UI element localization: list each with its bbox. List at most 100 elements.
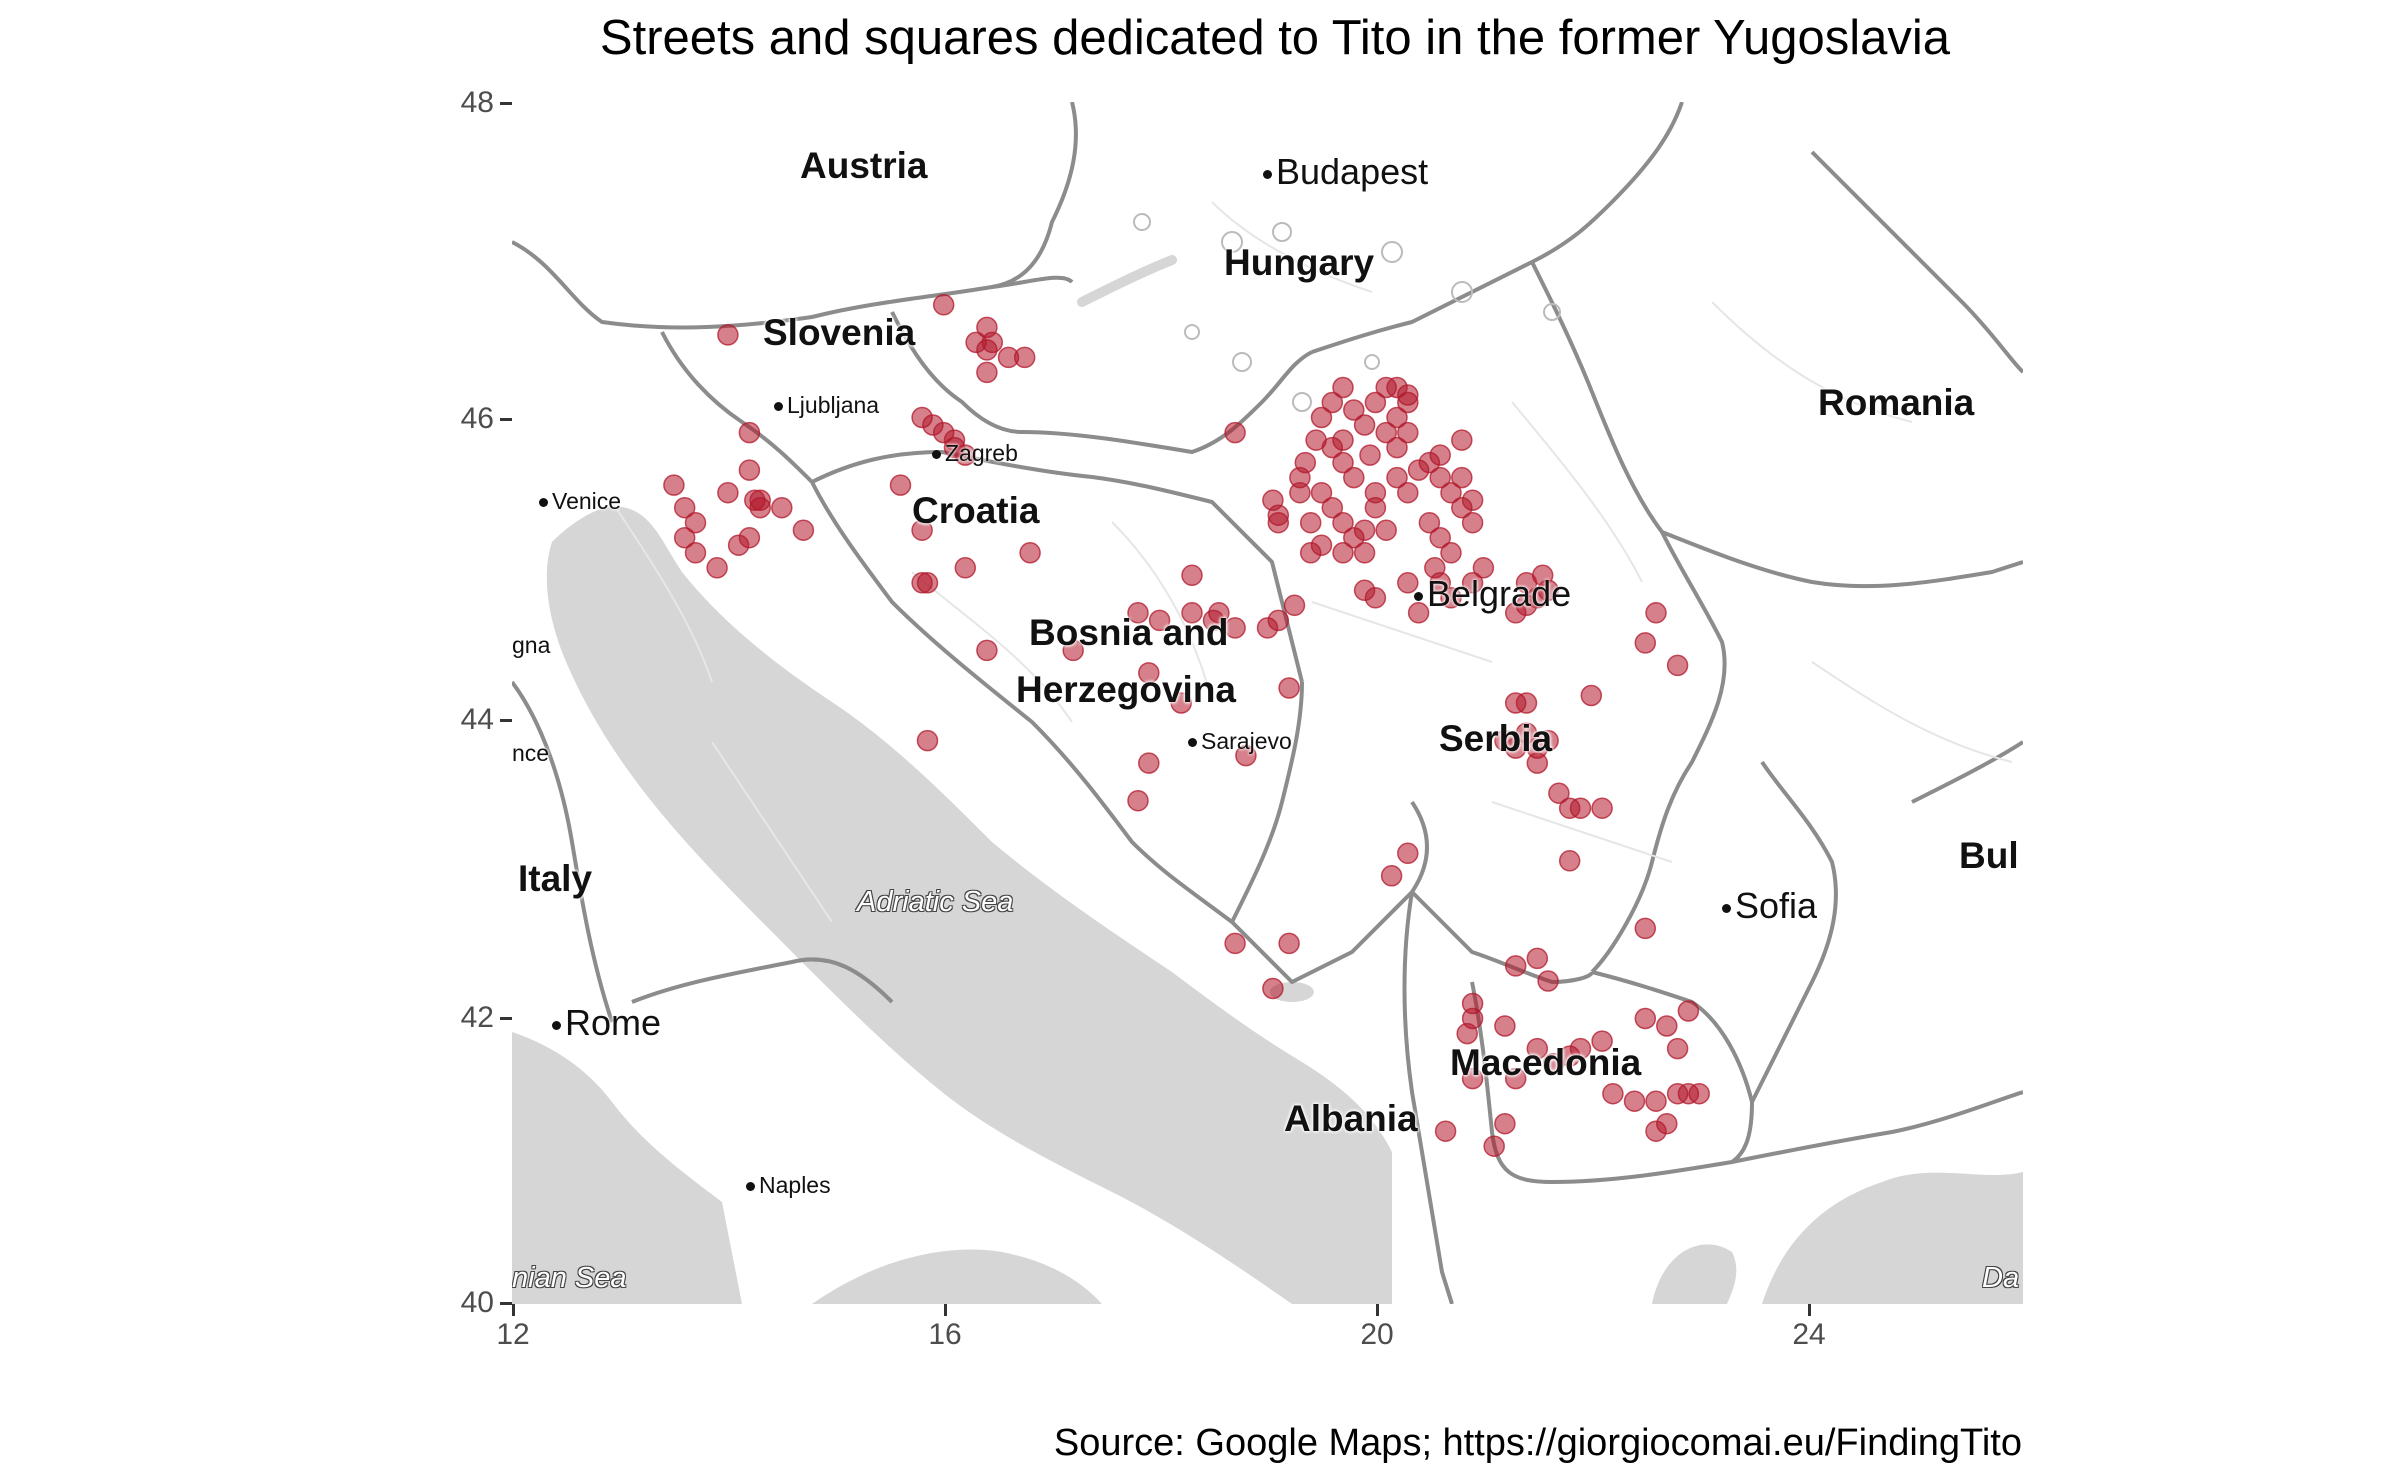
tito-point — [1666, 1037, 1689, 1060]
tito-point — [663, 474, 685, 496]
label-bosnia-line2: Herzegovina — [1016, 669, 1237, 710]
tito-point — [911, 519, 933, 541]
tito-point — [1343, 399, 1365, 421]
tito-point — [1397, 481, 1419, 504]
label-bulgaria-partial: Bul — [1959, 835, 2019, 876]
x-tick-label-12: 12 — [496, 1318, 530, 1351]
hungary-lakes — [1133, 213, 1561, 412]
tito-point — [1483, 1135, 1505, 1157]
tito-point — [1461, 1067, 1484, 1090]
tito-point — [1515, 692, 1538, 714]
tito-point — [1283, 594, 1306, 617]
tito-point — [976, 639, 998, 662]
x-tick-label-20: 20 — [1360, 1318, 1394, 1351]
tito-point — [1343, 466, 1365, 489]
tito-point — [1591, 797, 1613, 819]
tito-point — [1332, 429, 1354, 451]
tito-point — [1677, 1000, 1700, 1022]
tito-point — [1386, 436, 1408, 459]
source-caption: Source: Google Maps; https://giorgiocoma… — [1053, 1422, 2022, 1464]
lake-balaton-shape — [1077, 255, 1177, 307]
tito-point — [1494, 1015, 1516, 1037]
map-panel: Austria Hungary Slovenia Romania Croatia… — [512, 102, 2023, 1304]
tito-point — [1429, 526, 1451, 549]
label-albania: Albania — [1284, 1098, 1418, 1139]
tito-point — [976, 339, 998, 361]
tito-point — [916, 729, 939, 752]
label-slovenia: Slovenia — [763, 312, 916, 353]
tito-point — [1397, 421, 1419, 444]
tito-point — [1451, 466, 1473, 489]
tito-point — [1364, 587, 1387, 609]
tito-point — [1451, 429, 1473, 451]
label-croatia: Croatia — [912, 490, 1040, 531]
tito-point — [1386, 466, 1408, 489]
label-romania: Romania — [1818, 382, 1975, 423]
tito-point — [1526, 1037, 1549, 1060]
tito-point — [717, 324, 739, 346]
label-ljubljana: Ljubljana — [774, 394, 879, 417]
aegean-sea-shape — [1762, 1172, 2023, 1304]
tito-point — [1580, 684, 1603, 707]
tito-point — [1634, 1007, 1657, 1030]
tito-point — [1526, 947, 1549, 970]
label-aegean-sea: Da — [1982, 1262, 2020, 1294]
tito-point — [1332, 511, 1354, 534]
tito-point — [706, 557, 728, 579]
tito-point — [1299, 542, 1322, 564]
tito-point — [1321, 496, 1344, 519]
label-serbia: Serbia — [1439, 718, 1553, 759]
label-adriatic-sea: Adriatic Sea — [857, 886, 1014, 918]
regional-borders — [611, 201, 2013, 923]
y-tick-label-46: 46 — [460, 402, 494, 435]
tito-point — [1634, 632, 1657, 654]
tito-point — [1440, 542, 1462, 564]
tito-point — [1688, 1082, 1710, 1105]
tito-point — [889, 474, 912, 496]
tyrrhenian-sea-shape — [512, 1032, 742, 1304]
label-sarajevo: Sarajevo — [1188, 730, 1292, 753]
y-tick-label-48: 48 — [460, 86, 494, 119]
tito-point — [1504, 1067, 1527, 1090]
label-florence-partial: nce — [512, 740, 550, 766]
tito-point — [673, 526, 696, 549]
tito-point — [1310, 406, 1333, 429]
chart-title: Streets and squares dedicated to Tito in… — [599, 11, 1951, 65]
tito-point — [1591, 1030, 1613, 1052]
label-bologna-partial: gna — [512, 632, 551, 658]
tito-point — [1440, 481, 1462, 504]
tito-point — [717, 481, 739, 504]
x-tick-mark-12 — [512, 1304, 515, 1316]
tito-point — [1138, 752, 1160, 774]
tito-point — [1666, 654, 1689, 677]
tito-point — [1332, 542, 1354, 564]
label-austria: Austria — [800, 145, 928, 186]
tito-point — [749, 489, 771, 511]
tito-point — [1461, 489, 1484, 511]
tito-point — [1634, 917, 1657, 940]
tito-point — [1181, 564, 1203, 587]
tito-point — [1434, 1120, 1457, 1142]
tito-point — [1364, 481, 1387, 504]
tito-point — [1380, 865, 1403, 887]
tito-point — [916, 572, 939, 594]
tito-point — [1602, 1082, 1624, 1105]
label-rome: Rome — [552, 1005, 661, 1041]
label-sofia: Sofia — [1722, 888, 1817, 924]
tito-point — [1262, 977, 1284, 1000]
tito-point — [1299, 511, 1322, 534]
tito-point — [1170, 692, 1192, 714]
tito-point — [1526, 752, 1549, 774]
tito-point — [1504, 737, 1527, 759]
tito-point — [1332, 451, 1354, 474]
label-budapest: Budapest — [1263, 154, 1428, 190]
tito-point — [1224, 932, 1246, 955]
tito-point — [673, 496, 696, 519]
country-borders — [512, 102, 2023, 1304]
tito-point — [1062, 639, 1084, 662]
tito-point — [1138, 662, 1160, 684]
tito-point — [1569, 1037, 1592, 1060]
tito-point — [1127, 789, 1149, 812]
y-tick-label-40: 40 — [460, 1286, 494, 1319]
adriatic-sea-shape — [546, 506, 1392, 1304]
